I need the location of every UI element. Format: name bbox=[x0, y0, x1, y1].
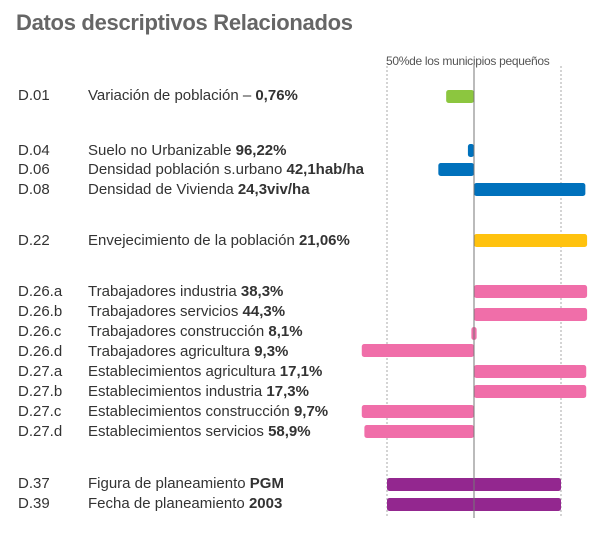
indicator-label: Establecimientos servicios 58,9% bbox=[88, 422, 311, 442]
indicator-label-text: Variación de población – bbox=[88, 87, 256, 104]
indicator-value: 58,9% bbox=[268, 423, 311, 440]
indicator-label: Establecimientos construcción 9,7% bbox=[88, 402, 328, 422]
indicator-value: 2003 bbox=[248, 495, 283, 512]
bar-d-06 bbox=[438, 163, 474, 176]
indicator-value: 24,3viv/ha bbox=[237, 181, 310, 198]
indicator-code: D.39 bbox=[18, 495, 50, 512]
indicator-label: Suelo no Urbanizable 96,22% bbox=[88, 141, 286, 161]
bar-d-27-a bbox=[474, 365, 587, 378]
indicator-value: PGM bbox=[249, 475, 284, 492]
indicator-code: D.26.a bbox=[18, 283, 63, 300]
indicator-label: Densidad de Vivienda 24,3viv/ha bbox=[88, 180, 310, 200]
indicator-label-text: Establecimientos construcción bbox=[88, 403, 294, 420]
indicator-value: 9,7% bbox=[293, 403, 329, 420]
bar-d-04 bbox=[467, 144, 474, 157]
reference-label: 50%de los municipios pequeños bbox=[386, 54, 550, 68]
indicator-value: 0,76% bbox=[255, 87, 298, 104]
indicator-label: Trabajadores industria 38,3% bbox=[88, 282, 283, 302]
indicator-label: Trabajadores construcción 8,1% bbox=[88, 322, 303, 342]
bar-d-26-a bbox=[474, 285, 588, 298]
bar-d-27-c bbox=[361, 405, 474, 418]
indicator-value: 17,3% bbox=[266, 383, 309, 400]
bar-d-22 bbox=[474, 234, 588, 247]
indicator-label-text: Trabajadores construcción bbox=[88, 323, 269, 340]
indicator-label-text: Densidad de Vivienda bbox=[88, 181, 238, 198]
indicator-code: D.27.c bbox=[18, 403, 62, 420]
indicator-value: 8,1% bbox=[268, 323, 303, 340]
indicator-value: 42,1hab/ha bbox=[286, 161, 365, 178]
bar-d-26-b bbox=[474, 308, 588, 321]
indicator-code: D.26.d bbox=[18, 343, 63, 360]
indicator-code: D.27.d bbox=[18, 423, 63, 440]
indicator-label: Fecha de planeamiento 2003 bbox=[88, 494, 282, 514]
indicator-label: Variación de población – 0,76% bbox=[88, 86, 298, 106]
indicator-value: 44,3% bbox=[242, 303, 286, 320]
indicator-label: Figura de planeamiento PGM bbox=[88, 474, 284, 494]
indicator-label-text: Trabajadores agricultura bbox=[88, 343, 255, 360]
indicator-code: D.27.b bbox=[18, 383, 63, 400]
indicator-value: 21,06% bbox=[298, 232, 350, 249]
indicator-label-text: Establecimientos agricultura bbox=[88, 363, 280, 380]
indicator-label: Trabajadores servicios 44,3% bbox=[88, 302, 285, 322]
indicator-code: D.08 bbox=[18, 181, 50, 198]
bar-d-27-b bbox=[474, 385, 587, 398]
indicator-code: D.22 bbox=[18, 232, 50, 249]
indicator-label: Establecimientos industria 17,3% bbox=[88, 382, 309, 402]
indicator-code: D.04 bbox=[18, 142, 50, 159]
indicator-label-text: Trabajadores servicios bbox=[88, 303, 243, 320]
chart-title: Datos descriptivos Relacionados bbox=[16, 10, 353, 35]
indicator-value: 38,3% bbox=[240, 283, 284, 300]
indicator-value: 96,22% bbox=[235, 142, 287, 159]
indicator-code: D.26.c bbox=[18, 323, 62, 340]
indicator-code: D.06 bbox=[18, 161, 50, 178]
bar-d-08 bbox=[474, 183, 586, 196]
indicator-label-text: Fecha de planeamiento bbox=[88, 495, 249, 512]
indicator-code: D.26.b bbox=[18, 303, 63, 320]
indicator-label-text: Envejecimiento de la población bbox=[88, 232, 299, 249]
indicator-label-text: Suelo no Urbanizable bbox=[88, 142, 236, 159]
indicator-value: 17,1% bbox=[279, 363, 323, 380]
indicator-code: D.37 bbox=[18, 475, 50, 492]
bar-d-01 bbox=[446, 90, 474, 103]
indicator-value: 9,3% bbox=[254, 343, 289, 360]
indicator-label-text: Trabajadores industria bbox=[88, 283, 241, 300]
indicator-code: D.01 bbox=[18, 87, 50, 104]
bar-d-26-d bbox=[361, 344, 474, 357]
indicator-label-text: Establecimientos servicios bbox=[88, 423, 269, 440]
bar-d-27-d bbox=[364, 425, 474, 438]
indicator-label: Trabajadores agricultura 9,3% bbox=[88, 342, 288, 362]
indicator-label: Densidad población s.urbano 42,1hab/ha bbox=[88, 160, 364, 180]
indicator-label: Establecimientos agricultura 17,1% bbox=[88, 362, 322, 382]
indicator-label-text: Figura de planeamiento bbox=[88, 475, 250, 492]
indicator-label: Envejecimiento de la población 21,06% bbox=[88, 231, 350, 251]
indicator-label-text: Densidad población s.urbano bbox=[88, 161, 287, 178]
indicator-code: D.27.a bbox=[18, 363, 63, 380]
indicator-label-text: Establecimientos industria bbox=[88, 383, 267, 400]
